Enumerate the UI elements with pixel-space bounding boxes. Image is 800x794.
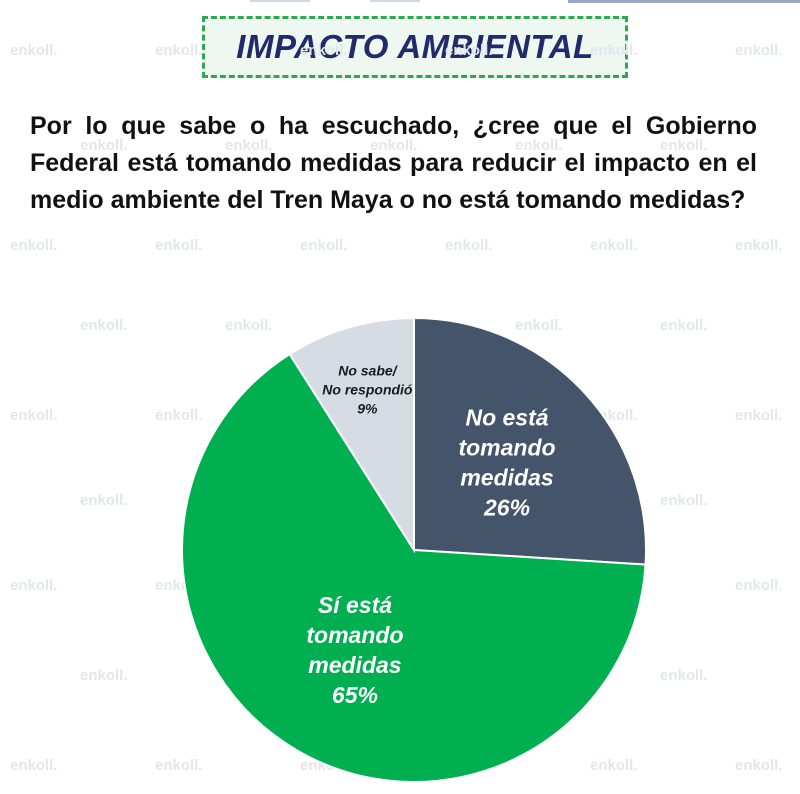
watermark-text: enkoll. bbox=[155, 757, 203, 774]
watermark-text: enkoll. bbox=[735, 237, 783, 254]
watermark-text: enkoll. bbox=[515, 317, 563, 334]
watermark-text: enkoll. bbox=[300, 42, 348, 59]
slice-value-label: 65% bbox=[332, 682, 378, 708]
slice-category-label: No respondió bbox=[322, 381, 413, 397]
watermark-text: enkoll. bbox=[80, 667, 128, 684]
slice-label: Sí está tomando medidas 65% bbox=[306, 592, 403, 708]
slice-value-label: 26% bbox=[483, 495, 530, 521]
watermark-text: enkoll. bbox=[370, 137, 418, 154]
watermark-text: enkoll. bbox=[155, 407, 203, 424]
watermark-text: enkoll. bbox=[80, 137, 128, 154]
pie-slice bbox=[288, 316, 415, 554]
watermark-text: enkoll. bbox=[80, 492, 128, 509]
slice-category-label: tomando bbox=[458, 435, 555, 461]
slice-category-label: medidas bbox=[308, 652, 401, 678]
watermark-text: enkoll. bbox=[80, 317, 128, 334]
watermark-text: enkoll. bbox=[590, 42, 638, 59]
slice-category-label: No sabe/ bbox=[338, 362, 398, 378]
watermark-text: enkoll. bbox=[300, 237, 348, 254]
watermark-text: enkoll. bbox=[735, 577, 783, 594]
page-title: IMPACTO AMBIENTAL bbox=[236, 28, 594, 65]
pie-slices bbox=[181, 316, 647, 783]
watermark-text: enkoll. bbox=[10, 577, 58, 594]
slice-label: No está tomando medidas 26% bbox=[458, 405, 555, 521]
slice-label: No sabe/No respondió 9% bbox=[322, 362, 413, 416]
watermark-text: enkoll. bbox=[225, 317, 273, 334]
slice-category-label: No está bbox=[465, 405, 548, 431]
question-text: Por lo que sabe o ha escuchado, ¿cree qu… bbox=[30, 112, 757, 214]
watermark-text: enkoll. bbox=[735, 42, 783, 59]
watermark-text: enkoll. bbox=[660, 667, 708, 684]
slice-category-label: Sí está bbox=[318, 592, 392, 618]
watermark-text: enkoll. bbox=[590, 237, 638, 254]
watermark-text: enkoll. bbox=[10, 42, 58, 59]
watermark-text: enkoll. bbox=[660, 317, 708, 334]
watermark-text: enkoll. bbox=[660, 137, 708, 154]
pie-slice bbox=[413, 316, 647, 566]
watermark-text: enkoll. bbox=[735, 407, 783, 424]
pie-labels: No está tomando medidas 26% Sí está tomando me… bbox=[306, 362, 555, 707]
watermark-text: enkoll. bbox=[10, 757, 58, 774]
watermark-text: enkoll. bbox=[445, 42, 493, 59]
slice-value-label: 9% bbox=[357, 400, 378, 416]
slice-category-label: tomando bbox=[306, 622, 403, 648]
watermark-text: enkoll. bbox=[660, 492, 708, 509]
watermark-text: enkoll. bbox=[10, 237, 58, 254]
watermark-text: enkoll. bbox=[445, 237, 493, 254]
title-box: IMPACTO AMBIENTAL bbox=[202, 16, 628, 78]
pie-slice bbox=[181, 352, 647, 783]
watermark-text: enkoll. bbox=[155, 42, 203, 59]
watermark-text: enkoll. bbox=[515, 137, 563, 154]
watermark-text: enkoll. bbox=[225, 137, 273, 154]
watermark-text: enkoll. bbox=[10, 407, 58, 424]
watermark-text: enkoll. bbox=[735, 757, 783, 774]
watermark-text: enkoll. bbox=[590, 757, 638, 774]
top-decor-line bbox=[0, 0, 800, 4]
watermark-text: enkoll. bbox=[155, 237, 203, 254]
slice-category-label: medidas bbox=[460, 465, 553, 491]
